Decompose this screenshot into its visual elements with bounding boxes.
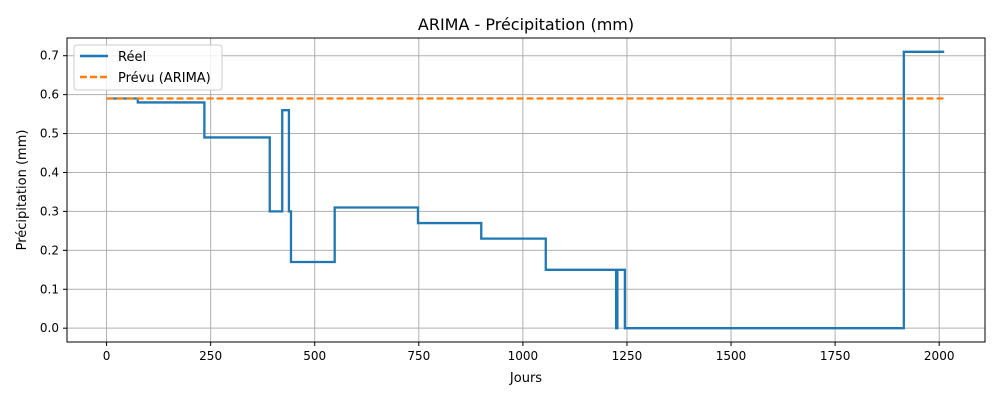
x-tick-label: 2000 — [924, 349, 955, 363]
x-tick-label: 500 — [303, 349, 326, 363]
y-tick-label: 0.6 — [40, 88, 59, 102]
x-axis-label: Jours — [509, 371, 542, 386]
x-tick-label: 0 — [103, 349, 111, 363]
x-tick-label: 1750 — [820, 349, 851, 363]
legend-box — [73, 44, 223, 91]
y-tick-label: 0.1 — [40, 282, 59, 296]
y-tick-label: 0.3 — [40, 204, 59, 218]
x-tick-label: 250 — [199, 349, 222, 363]
chart-title: ARIMA - Précipitation (mm) — [418, 15, 634, 34]
x-tick-label: 750 — [407, 349, 430, 363]
series-line-reel — [106, 50, 945, 330]
y-tick-label: 0.0 — [40, 321, 59, 335]
ticks: 0 250 500 750 1000 1250 1500 1750 2000 0.0 0.1 0.2 0… — [40, 49, 955, 363]
axes-frame — [66, 37, 986, 343]
x-tick-label: 1000 — [508, 349, 539, 363]
y-tick-label: 0.4 — [40, 165, 59, 179]
legend-label-prevu: Prévu (ARIMA) — [118, 71, 211, 86]
legend: Réel Prévu (ARIMA) — [73, 44, 223, 91]
legend-label-reel: Réel — [118, 50, 146, 65]
y-tick-label: 0.2 — [40, 243, 59, 257]
y-tick-label: 0.7 — [40, 49, 59, 63]
y-axis-label: Précipitation (mm) — [15, 130, 30, 251]
x-tick-label: 1500 — [716, 349, 747, 363]
x-tick-label: 1250 — [612, 349, 643, 363]
series-layer — [106, 50, 945, 330]
y-tick-label: 0.5 — [40, 127, 59, 141]
